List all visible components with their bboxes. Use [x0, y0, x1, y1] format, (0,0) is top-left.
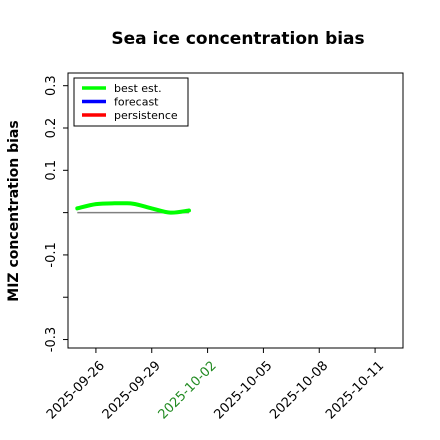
- legend-entry: persistence: [114, 109, 178, 122]
- y-axis-label: MIZ concentration bias: [6, 120, 22, 301]
- y-tick-label: 0.1: [44, 160, 59, 181]
- x-tick-label: 2025-10-02: [156, 358, 220, 422]
- series-line-best-est-: [75, 201, 191, 215]
- legend-entry: best est.: [114, 82, 162, 95]
- y-tick-label: 0.2: [44, 118, 59, 139]
- y-tick-label: -0.1: [44, 242, 59, 267]
- x-tick-label: 2025-10-08: [267, 358, 331, 422]
- x-tick-label: 2025-09-29: [100, 358, 164, 422]
- x-tick-label: 2025-10-05: [211, 358, 275, 422]
- y-tick-label: 0.3: [44, 75, 59, 96]
- plot-frame: [67, 72, 404, 349]
- legend-entry: forecast: [114, 96, 159, 109]
- chart-title: Sea ice concentration bias: [111, 29, 364, 49]
- y-tick-label: -0.3: [44, 327, 59, 352]
- x-tick-label: 2025-10-11: [323, 358, 387, 422]
- x-tick-label: 2025-09-26: [44, 358, 108, 422]
